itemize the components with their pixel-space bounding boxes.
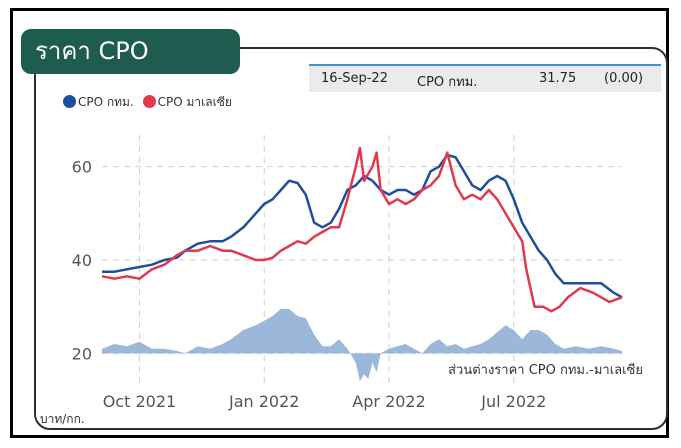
price-info-bar: 16-Sep-22 CPO กทม. 31.75 (0.00) (309, 64, 661, 92)
info-name: CPO กทม. (417, 75, 478, 90)
legend-dot-bangkok-icon (63, 95, 76, 108)
y-axis-unit: บาท/กก. (40, 412, 85, 426)
legend-label-malaysia: CPO มาเลเซีย (157, 95, 232, 109)
x-tick-label: Oct 2021 (103, 392, 176, 411)
legend-dot-malaysia-icon (142, 95, 156, 108)
y-tick-label: 40 (72, 251, 92, 270)
diff-area (102, 309, 622, 382)
x-tick-label: Apr 2022 (352, 392, 425, 411)
series-line-malaysia (101, 146, 623, 313)
y-tick-label: 60 (72, 158, 92, 177)
info-date: 16-Sep-22 (321, 71, 388, 86)
y-tick-label: 20 (72, 344, 92, 363)
info-change: (0.00) (604, 71, 644, 86)
legend-label-bangkok: CPO กทม. (78, 95, 134, 109)
chart-title: ราคา CPO (21, 29, 240, 74)
diff-series-label: ส่วนต่างราคา CPO กทม.-มาเลเซีย (448, 362, 643, 378)
chart-card (34, 47, 668, 430)
series-line-bangkok (102, 153, 623, 299)
legend-item-bangkok: CPO กทม. (63, 95, 134, 109)
info-value: 31.75 (539, 71, 577, 86)
x-tick-label: Jan 2022 (228, 392, 299, 411)
legend-item-malaysia: CPO มาเลเซีย (142, 95, 232, 109)
x-tick-label: Jul 2022 (480, 392, 546, 411)
chart-legend: CPO กทม. CPO มาเลเซีย (63, 93, 237, 112)
